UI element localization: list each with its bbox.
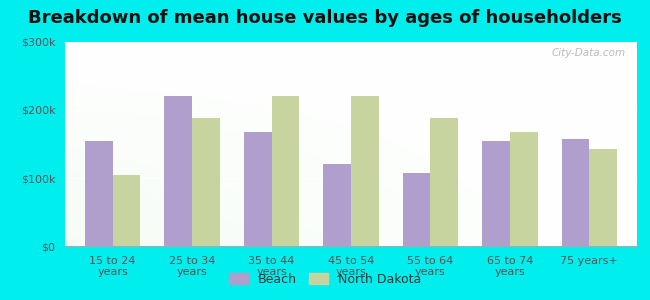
- Bar: [272, 96, 300, 246]
- Bar: [112, 175, 140, 246]
- Legend: Beach, North Dakota: Beach, North Dakota: [224, 268, 426, 291]
- Bar: [85, 141, 112, 246]
- Bar: [323, 164, 351, 246]
- Bar: [562, 139, 590, 246]
- Bar: [192, 118, 220, 246]
- Bar: [510, 132, 538, 246]
- Bar: [482, 141, 510, 246]
- Bar: [164, 96, 192, 246]
- Bar: [430, 118, 458, 246]
- Text: City-Data.com: City-Data.com: [551, 48, 625, 58]
- Bar: [590, 149, 617, 246]
- Bar: [351, 96, 379, 246]
- Text: Breakdown of mean house values by ages of householders: Breakdown of mean house values by ages o…: [28, 9, 622, 27]
- Bar: [402, 172, 430, 246]
- Bar: [244, 132, 272, 246]
